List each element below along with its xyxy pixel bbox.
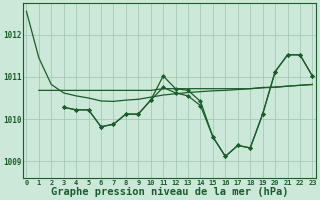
X-axis label: Graphe pression niveau de la mer (hPa): Graphe pression niveau de la mer (hPa) <box>51 187 288 197</box>
